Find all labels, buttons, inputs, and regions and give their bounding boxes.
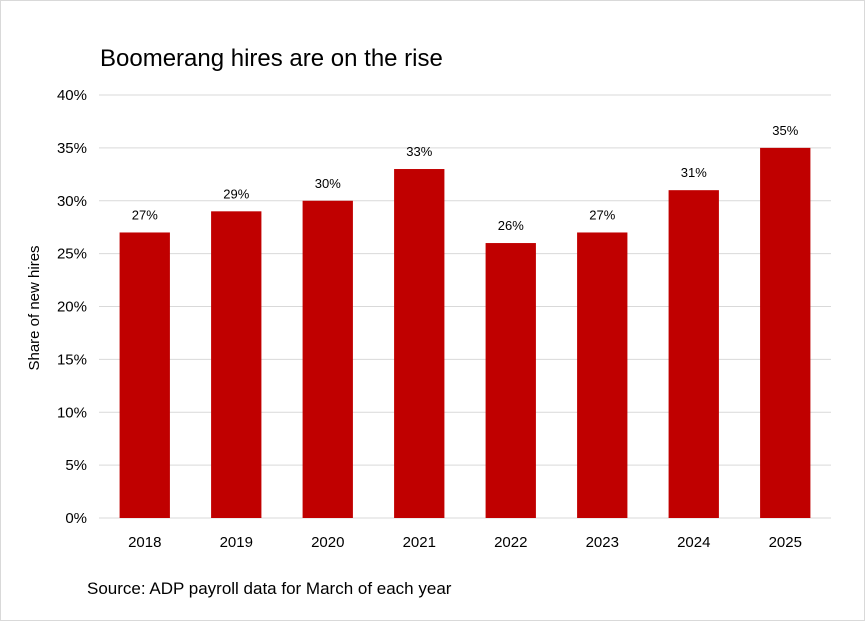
y-axis-title: Share of new hires [26,245,43,370]
gridlines [99,94,831,519]
data-label: 27% [589,207,615,222]
x-tick-label: 2018 [128,534,161,551]
x-tick-label: 2020 [311,534,344,551]
y-tick-label: 15% [57,351,87,368]
bar [577,232,628,518]
x-axis-ticks: 2018 2019 2020 2021 2022 2023 2024 2025 [128,534,802,551]
y-axis-ticks: 0% 5% 10% 15% 20% 25% 30% 35% 40% [57,87,87,527]
data-label: 27% [132,207,158,222]
bar [211,211,262,518]
bar [485,243,536,519]
bar [119,232,170,518]
data-label: 29% [223,186,249,201]
bar [302,200,353,518]
y-tick-label: 20% [57,299,87,316]
chart-title: Boomerang hires are on the rise [100,45,443,72]
bar [760,147,811,518]
y-tick-label: 10% [57,404,87,421]
x-tick-label: 2019 [220,534,253,551]
bar [394,169,445,518]
data-label: 33% [406,144,432,159]
data-label: 26% [498,218,524,233]
y-tick-label: 5% [65,457,87,474]
bars [119,147,811,519]
x-tick-label: 2023 [586,534,619,551]
y-tick-label: 40% [57,87,87,104]
y-tick-label: 35% [57,140,87,157]
source-note: Source: ADP payroll data for March of ea… [87,579,452,598]
data-label: 31% [681,165,707,180]
x-tick-label: 2021 [403,534,436,551]
x-tick-label: 2025 [769,534,802,551]
bar [668,190,719,519]
x-tick-label: 2022 [494,534,527,551]
data-labels: 27% 29% 30% 33% 26% 27% 31% 35% [132,123,799,233]
data-label: 35% [772,123,798,138]
y-tick-label: 0% [65,510,87,527]
data-label: 30% [315,176,341,191]
y-tick-label: 30% [57,193,87,210]
x-tick-label: 2024 [677,534,710,551]
y-tick-label: 25% [57,246,87,263]
